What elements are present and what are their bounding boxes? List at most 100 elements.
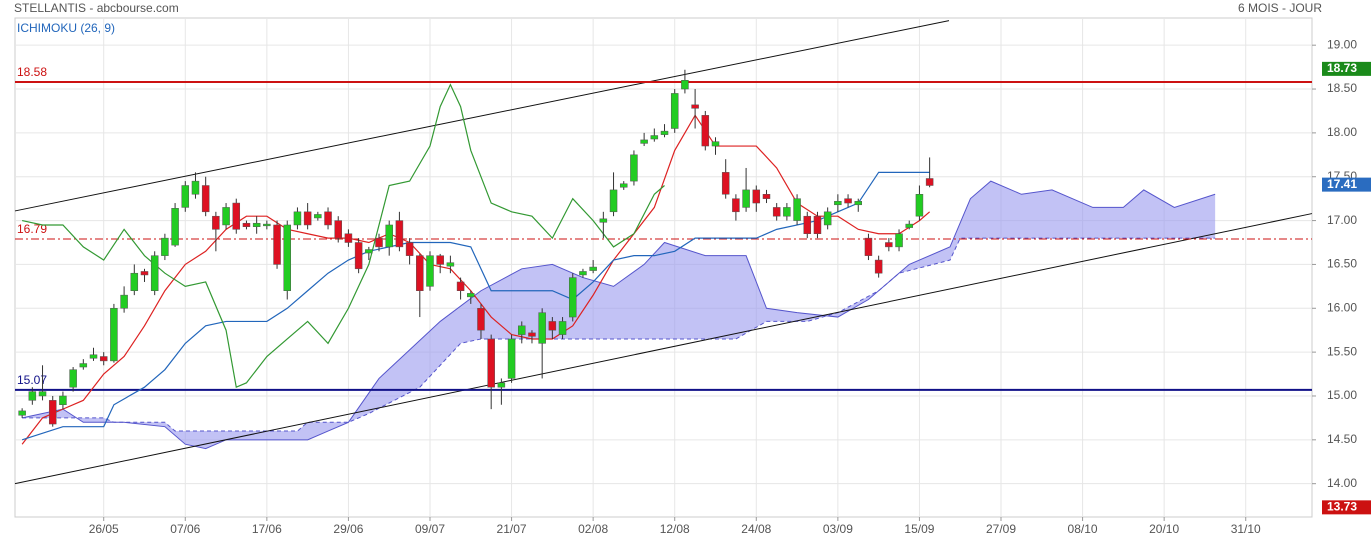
- x-tick-label: 02/08: [578, 522, 608, 536]
- candle-body: [252, 222, 261, 227]
- candle-body: [650, 135, 659, 140]
- candle-body: [456, 281, 465, 291]
- candle-body: [477, 308, 485, 331]
- level-label: 16.79: [17, 222, 47, 236]
- candle-body: [518, 325, 526, 335]
- candle-body: [79, 363, 88, 368]
- price-badge: [1322, 500, 1371, 515]
- price-badge-label: 17.41: [1327, 177, 1357, 191]
- candle-body: [885, 242, 893, 248]
- candle-body: [59, 395, 67, 405]
- cloud-span: [22, 237, 1216, 432]
- candle-body: [569, 277, 577, 318]
- candle-body: [263, 223, 271, 227]
- candle-body: [283, 224, 291, 291]
- indicator-line: [21, 171, 930, 441]
- candle-body: [354, 242, 363, 270]
- candle-body: [171, 208, 179, 246]
- candle-body: [599, 218, 608, 223]
- candle-body: [701, 115, 710, 147]
- candle-body: [232, 202, 241, 230]
- candle-body: [222, 207, 230, 226]
- y-tick-label: 16.50: [1327, 257, 1357, 271]
- candle-body: [161, 237, 169, 256]
- candle-body: [915, 194, 924, 217]
- candle-body: [497, 382, 506, 388]
- y-tick-label: 17.00: [1327, 213, 1357, 227]
- candle-body: [89, 354, 98, 359]
- candle-body: [874, 259, 883, 274]
- candle-body: [925, 178, 934, 186]
- price-badge-label: 18.73: [1327, 61, 1357, 75]
- candle-body: [334, 220, 342, 239]
- y-tick-label: 18.50: [1327, 81, 1357, 95]
- candle-body: [150, 255, 159, 291]
- x-tick-label: 03/09: [823, 522, 853, 536]
- candle-body: [130, 272, 139, 291]
- x-tick-label: 26/05: [89, 522, 119, 536]
- candle-body: [834, 201, 842, 206]
- y-tick-label: 14.50: [1327, 432, 1357, 446]
- candle-body: [38, 391, 47, 397]
- candle-body: [772, 207, 781, 217]
- candle-body: [28, 391, 37, 401]
- candle-body: [630, 154, 638, 182]
- y-tick-label: 14.00: [1327, 476, 1357, 490]
- plot-frame: [14, 17, 1313, 518]
- x-tick-label: 07/06: [170, 522, 200, 536]
- candle-body: [385, 224, 393, 248]
- candle-body: [732, 198, 740, 213]
- candle-body: [681, 80, 689, 90]
- candle-body: [691, 104, 699, 109]
- candle-body: [640, 139, 648, 144]
- candle-body: [487, 338, 495, 388]
- candle-body: [813, 215, 822, 234]
- x-tick-label: 27/09: [986, 522, 1016, 536]
- candle-body: [365, 249, 373, 254]
- candle-body: [619, 183, 628, 188]
- ichimoku-cloud: [22, 181, 1216, 449]
- candle-body: [212, 215, 220, 230]
- candle-body: [191, 180, 200, 195]
- candle-body: [405, 242, 414, 256]
- level-label: 15.07: [17, 373, 47, 387]
- candle-body: [589, 266, 597, 271]
- candle-body: [660, 130, 669, 135]
- candle-body: [609, 189, 618, 213]
- y-tick-label: 15.50: [1327, 344, 1357, 358]
- y-tick-label: 16.00: [1327, 300, 1357, 314]
- candle-body: [762, 194, 771, 199]
- trend-line: [14, 213, 1313, 485]
- chart-title: STELLANTIS - abcbourse.com: [14, 1, 179, 15]
- candle-body: [201, 185, 210, 213]
- price-badge: [1322, 61, 1371, 76]
- candle-body: [579, 271, 587, 276]
- x-tick-label: 24/08: [741, 522, 771, 536]
- trend-line: [14, 20, 950, 212]
- x-tick-label: 17/06: [252, 522, 282, 536]
- candle-body: [48, 400, 57, 425]
- candle-body: [752, 189, 761, 204]
- indicator-line: [22, 83, 665, 389]
- candle-body: [864, 237, 873, 256]
- candle-body: [558, 321, 567, 335]
- candle-body: [446, 262, 455, 267]
- candle-body: [303, 211, 312, 226]
- x-tick-label: 20/10: [1149, 522, 1179, 536]
- x-tick-label: 09/07: [415, 522, 445, 536]
- indicator-line: [21, 114, 931, 445]
- candle-body: [273, 224, 281, 265]
- x-tick-label: 15/09: [904, 522, 934, 536]
- y-tick-label: 18.00: [1327, 125, 1357, 139]
- candle-body: [854, 201, 863, 206]
- candle-body: [395, 220, 404, 248]
- candle-body: [528, 332, 536, 337]
- candle-body: [242, 222, 251, 227]
- x-tick-label: 12/08: [660, 522, 690, 536]
- candle-body: [538, 312, 546, 344]
- y-tick-label: 15.00: [1327, 388, 1357, 402]
- candle-body: [120, 294, 128, 309]
- candle-body: [140, 271, 149, 276]
- candle-body: [844, 198, 852, 204]
